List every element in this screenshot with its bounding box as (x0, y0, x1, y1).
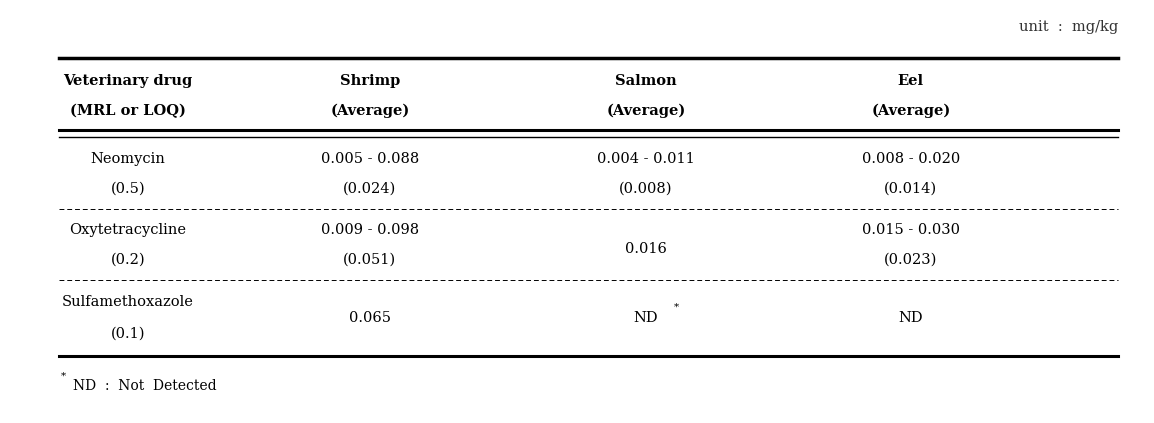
Text: (Average): (Average) (871, 104, 951, 118)
Text: ND: ND (634, 310, 659, 324)
Text: (0.2): (0.2) (111, 253, 145, 267)
Text: 0.004 - 0.011: 0.004 - 0.011 (598, 152, 695, 166)
Text: 0.065: 0.065 (349, 310, 391, 324)
Text: *: * (61, 372, 67, 381)
Text: 0.008 - 0.020: 0.008 - 0.020 (862, 152, 960, 166)
Text: (0.023): (0.023) (884, 253, 937, 267)
Text: (0.5): (0.5) (111, 181, 145, 195)
Text: Shrimp: Shrimp (339, 74, 400, 88)
Text: Oxytetracycline: Oxytetracycline (69, 223, 187, 237)
Text: 0.005 - 0.088: 0.005 - 0.088 (321, 152, 419, 166)
Text: (0.024): (0.024) (343, 181, 397, 195)
Text: Veterinary drug: Veterinary drug (63, 74, 193, 88)
Text: (Average): (Average) (330, 104, 410, 118)
Text: Salmon: Salmon (615, 74, 677, 88)
Text: (MRL or LOQ): (MRL or LOQ) (70, 104, 186, 118)
Text: ND  :  Not  Detected: ND : Not Detected (73, 379, 217, 393)
Text: (0.1): (0.1) (111, 327, 145, 341)
Text: Eel: Eel (898, 74, 924, 88)
Text: (Average): (Average) (607, 104, 685, 118)
Text: 0.009 - 0.098: 0.009 - 0.098 (321, 223, 419, 237)
Text: unit  :  mg/kg: unit : mg/kg (1019, 20, 1118, 34)
Text: 0.015 - 0.030: 0.015 - 0.030 (862, 223, 960, 237)
Text: (0.008): (0.008) (620, 181, 673, 195)
Text: ND: ND (899, 310, 923, 324)
Text: 0.016: 0.016 (625, 242, 667, 256)
Text: Sulfamethoxazole: Sulfamethoxazole (62, 295, 194, 309)
Text: (0.014): (0.014) (884, 181, 937, 195)
Text: Neomycin: Neomycin (90, 152, 165, 166)
Text: *: * (674, 302, 679, 312)
Text: (0.051): (0.051) (343, 253, 396, 267)
